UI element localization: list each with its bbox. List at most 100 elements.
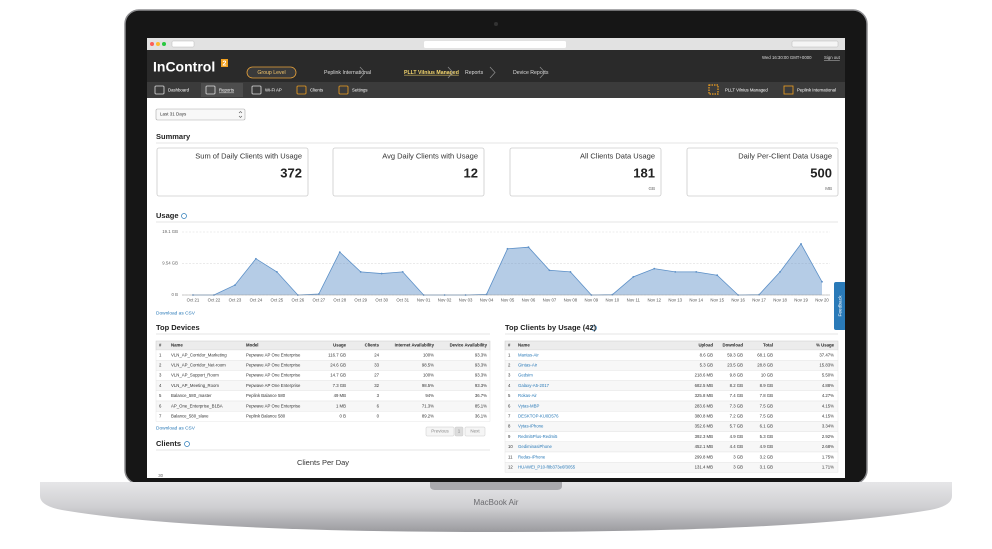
nav-icon xyxy=(205,85,216,95)
nav-item: Clients xyxy=(310,88,323,93)
table-cell: 3.34% xyxy=(822,424,834,429)
browser-actions[interactable] xyxy=(791,40,839,48)
table-cell: 32 xyxy=(374,383,379,388)
table-cell: 24 xyxy=(374,352,379,357)
logo-badge xyxy=(221,59,228,67)
table-cell: 1 MB xyxy=(336,403,346,408)
x-tick-label: Oct 24 xyxy=(250,298,263,303)
table-cell: 5 xyxy=(508,393,511,398)
x-tick-label: Nov 13 xyxy=(668,298,682,303)
card-value: 372 xyxy=(280,165,302,180)
x-tick-label: Oct 22 xyxy=(208,298,221,303)
nav-active xyxy=(201,83,243,97)
table-cell: 3 GB xyxy=(733,454,743,459)
table-cell: 7.4 GB xyxy=(730,393,744,398)
table-cell: VLN_AP_Meeting_Room xyxy=(171,383,219,388)
table-cell: 10 xyxy=(508,444,513,449)
x-tick-label: Oct 23 xyxy=(229,298,242,303)
window-close[interactable] xyxy=(150,42,154,46)
table-cell: 4.15% xyxy=(822,403,834,408)
x-tick-label: Nov 12 xyxy=(647,298,661,303)
nav-item: Wi-Fi AP xyxy=(265,88,282,93)
table-cell: 4.4 GB xyxy=(730,444,744,449)
table-cell: 93.3% xyxy=(475,383,487,388)
table-cell: 5.50% xyxy=(822,373,834,378)
table-cell: 1.71% xyxy=(822,465,834,470)
column-header: Clients xyxy=(365,343,380,348)
summary-card xyxy=(156,147,309,197)
table-cell: 392.3 MB xyxy=(695,434,714,439)
table-cell: 37.47% xyxy=(819,352,834,357)
table-cell: 4.88% xyxy=(822,383,834,388)
usage-point xyxy=(317,293,320,295)
select-arrow xyxy=(238,111,243,118)
breadcrumb-item: Peplink International xyxy=(324,70,371,76)
table-cell: HUAWEI_P10-f8b373e6f3055 xyxy=(518,465,576,470)
column-header: Internet Availability xyxy=(395,343,435,348)
table-cell: 3.2 GB xyxy=(760,454,774,459)
pagination-button[interactable] xyxy=(454,426,464,437)
table-cell: Pepwave AP One Enterprise xyxy=(246,363,301,368)
table-cell: 24.6 GB xyxy=(330,363,346,368)
table-cell: 380.8 MB xyxy=(695,414,714,419)
table-cell: 11 xyxy=(508,454,513,459)
x-tick-label: Nov 18 xyxy=(773,298,787,303)
table-cell: 3 xyxy=(377,393,380,398)
card-label: All Clients Data Usage xyxy=(580,151,655,160)
table-cell: 682.5 MB xyxy=(695,383,714,388)
usage-point xyxy=(338,251,341,254)
table-cell: 94% xyxy=(425,393,434,398)
x-tick-label: Nov 19 xyxy=(794,298,808,303)
filter-value: Last 31 Days xyxy=(160,112,187,117)
table-cell: 4 xyxy=(508,383,511,388)
usage-point xyxy=(632,275,635,278)
table-cell: 28.8 GB xyxy=(757,363,773,368)
y-tick-label: 19.1 GB xyxy=(162,229,178,234)
download-link: Download as CSV xyxy=(156,310,196,316)
x-tick-label: Oct 26 xyxy=(291,298,304,303)
nav-buttons[interactable] xyxy=(171,40,195,48)
help-icon[interactable] xyxy=(181,213,187,219)
card-unit: GB xyxy=(648,186,655,191)
table-cell: 85.1% xyxy=(475,403,487,408)
breadcrumb-item: Group Level xyxy=(257,70,285,76)
column-header: Name xyxy=(171,343,183,348)
filter-select[interactable] xyxy=(155,108,246,121)
y-tick-label: 9.54 GB xyxy=(162,261,178,266)
help-icon[interactable] xyxy=(591,325,597,331)
pagination-button[interactable] xyxy=(464,426,486,437)
table-cell: Balance_580_master xyxy=(171,393,212,398)
table-cell: 4.9 GB xyxy=(760,444,774,449)
table-cell: 325.8 MB xyxy=(695,393,714,398)
table-row xyxy=(504,441,839,453)
table-cell: 283.6 MB xyxy=(695,403,714,408)
table-row xyxy=(504,360,839,371)
table-cell: 59.3 GB xyxy=(727,352,743,357)
nav-icon xyxy=(296,85,307,95)
address-bar[interactable] xyxy=(424,41,566,48)
help-icon[interactable] xyxy=(184,441,190,447)
table-row xyxy=(504,349,839,361)
table-cell: 8.6 GB xyxy=(700,352,714,357)
x-tick-label: Nov 10 xyxy=(606,298,620,303)
card-label: Daily Per-Client Data Usage xyxy=(738,151,832,160)
column-header: Name xyxy=(518,343,530,348)
group-level-pill[interactable] xyxy=(246,66,297,79)
table-cell: GediminasiPhone xyxy=(518,444,553,449)
table-cell: 0 B xyxy=(340,414,347,419)
pagination-button[interactable] xyxy=(425,426,455,437)
feedback-label[interactable]: Feedback xyxy=(837,295,843,317)
table-cell: 1.75% xyxy=(822,454,834,459)
table-cell: 2.68% xyxy=(822,444,834,449)
pagination-label: Next xyxy=(470,429,480,434)
x-tick-label: Oct 21 xyxy=(187,298,200,303)
feedback-tab[interactable] xyxy=(834,282,846,330)
breadcrumb-item: PLLT Vilnius Managed xyxy=(404,70,459,76)
table-cell: Peplink Balance 580 xyxy=(246,414,286,419)
usage-point xyxy=(611,293,614,296)
section-title: Usage xyxy=(156,211,179,220)
window-zoom[interactable] xyxy=(162,42,166,46)
window-minimize[interactable] xyxy=(156,42,160,46)
chart-title: Clients Per Day xyxy=(297,458,349,467)
breadcrumb-chevron xyxy=(359,66,366,79)
